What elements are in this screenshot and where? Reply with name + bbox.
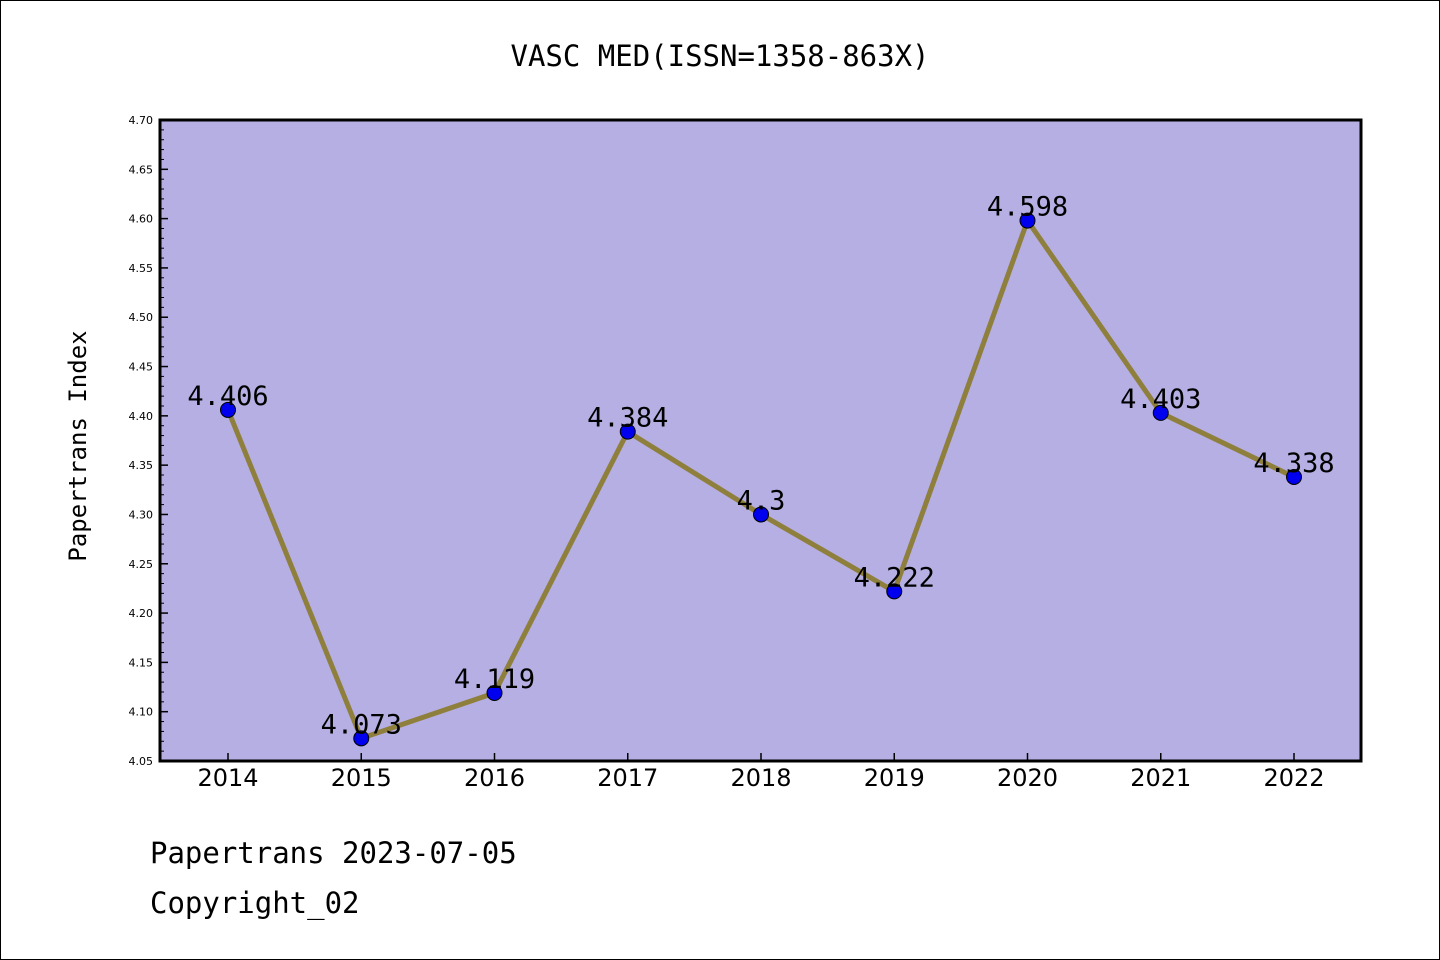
data-label: 4.119: [454, 664, 535, 695]
footer-copyright: Copyright_02: [150, 886, 360, 920]
data-point: [1019, 212, 1036, 229]
data-label: 4.3: [737, 485, 786, 516]
y-axis: 4.05 4.10 4.15 4.20 4.25 4.30 4.35 4.40 4.45 4.50…: [129, 114, 168, 768]
y-tick-label: 4.45: [129, 361, 154, 374]
chart-title: VASC MED(ISSN=1358-863X): [510, 39, 929, 73]
data-label: 4.406: [187, 381, 268, 412]
y-tick-label: 4.70: [129, 114, 154, 127]
y-axis-label: Papertrans Index: [64, 330, 92, 561]
x-tick-label: 2015: [331, 764, 392, 792]
data-point: [619, 423, 636, 440]
y-tick-label: 4.50: [129, 311, 154, 324]
data-point: [486, 684, 503, 701]
data-label: 4.384: [587, 403, 668, 434]
x-tick-label: 2022: [1263, 764, 1324, 792]
data-label: 4.073: [321, 709, 402, 740]
y-tick-label: 4.10: [129, 706, 154, 719]
plot-area: [158, 118, 1363, 763]
data-label: 4.222: [854, 562, 935, 593]
data-point: [1286, 468, 1302, 485]
y-tick-label: 4.20: [129, 607, 154, 620]
x-tick-label: 2016: [464, 764, 525, 792]
data-point: [886, 583, 903, 600]
footer-date: Papertrans 2023-07-05: [150, 836, 517, 870]
data-labels: 4.406 4.073 4.119 4.384 4.3 4.222 4.598 4.403 4.…: [187, 192, 1334, 741]
data-label: 4.598: [987, 192, 1068, 223]
x-tick-label: 2018: [730, 764, 791, 792]
x-tick-label: 2019: [864, 764, 925, 792]
markers: [220, 212, 1302, 747]
data-point: [353, 730, 370, 747]
y-tick-label: 4.55: [129, 262, 154, 275]
y-tick-label: 4.05: [129, 755, 154, 768]
x-axis: 2014 2015 2016 2017 2018 2019 2020 2021 2022: [197, 753, 1325, 792]
data-label: 4.338: [1253, 448, 1334, 479]
data-point: [1152, 404, 1169, 421]
x-tick-label: 2014: [197, 764, 258, 792]
data-point: [220, 401, 236, 418]
y-tick-label: 4.35: [129, 459, 154, 472]
x-tick-label: 2017: [597, 764, 658, 792]
data-point: [753, 506, 769, 523]
x-tick-label: 2021: [1130, 764, 1191, 792]
y-tick-label: 4.30: [129, 508, 154, 521]
y-tick-label: 4.15: [129, 656, 154, 669]
x-tick-label: 2020: [997, 764, 1058, 792]
data-label: 4.403: [1120, 384, 1201, 415]
y-tick-label: 4.65: [129, 163, 154, 176]
y-tick-label: 4.25: [129, 558, 154, 571]
y-tick-label: 4.60: [129, 213, 154, 226]
y-tick-label: 4.40: [129, 410, 154, 423]
